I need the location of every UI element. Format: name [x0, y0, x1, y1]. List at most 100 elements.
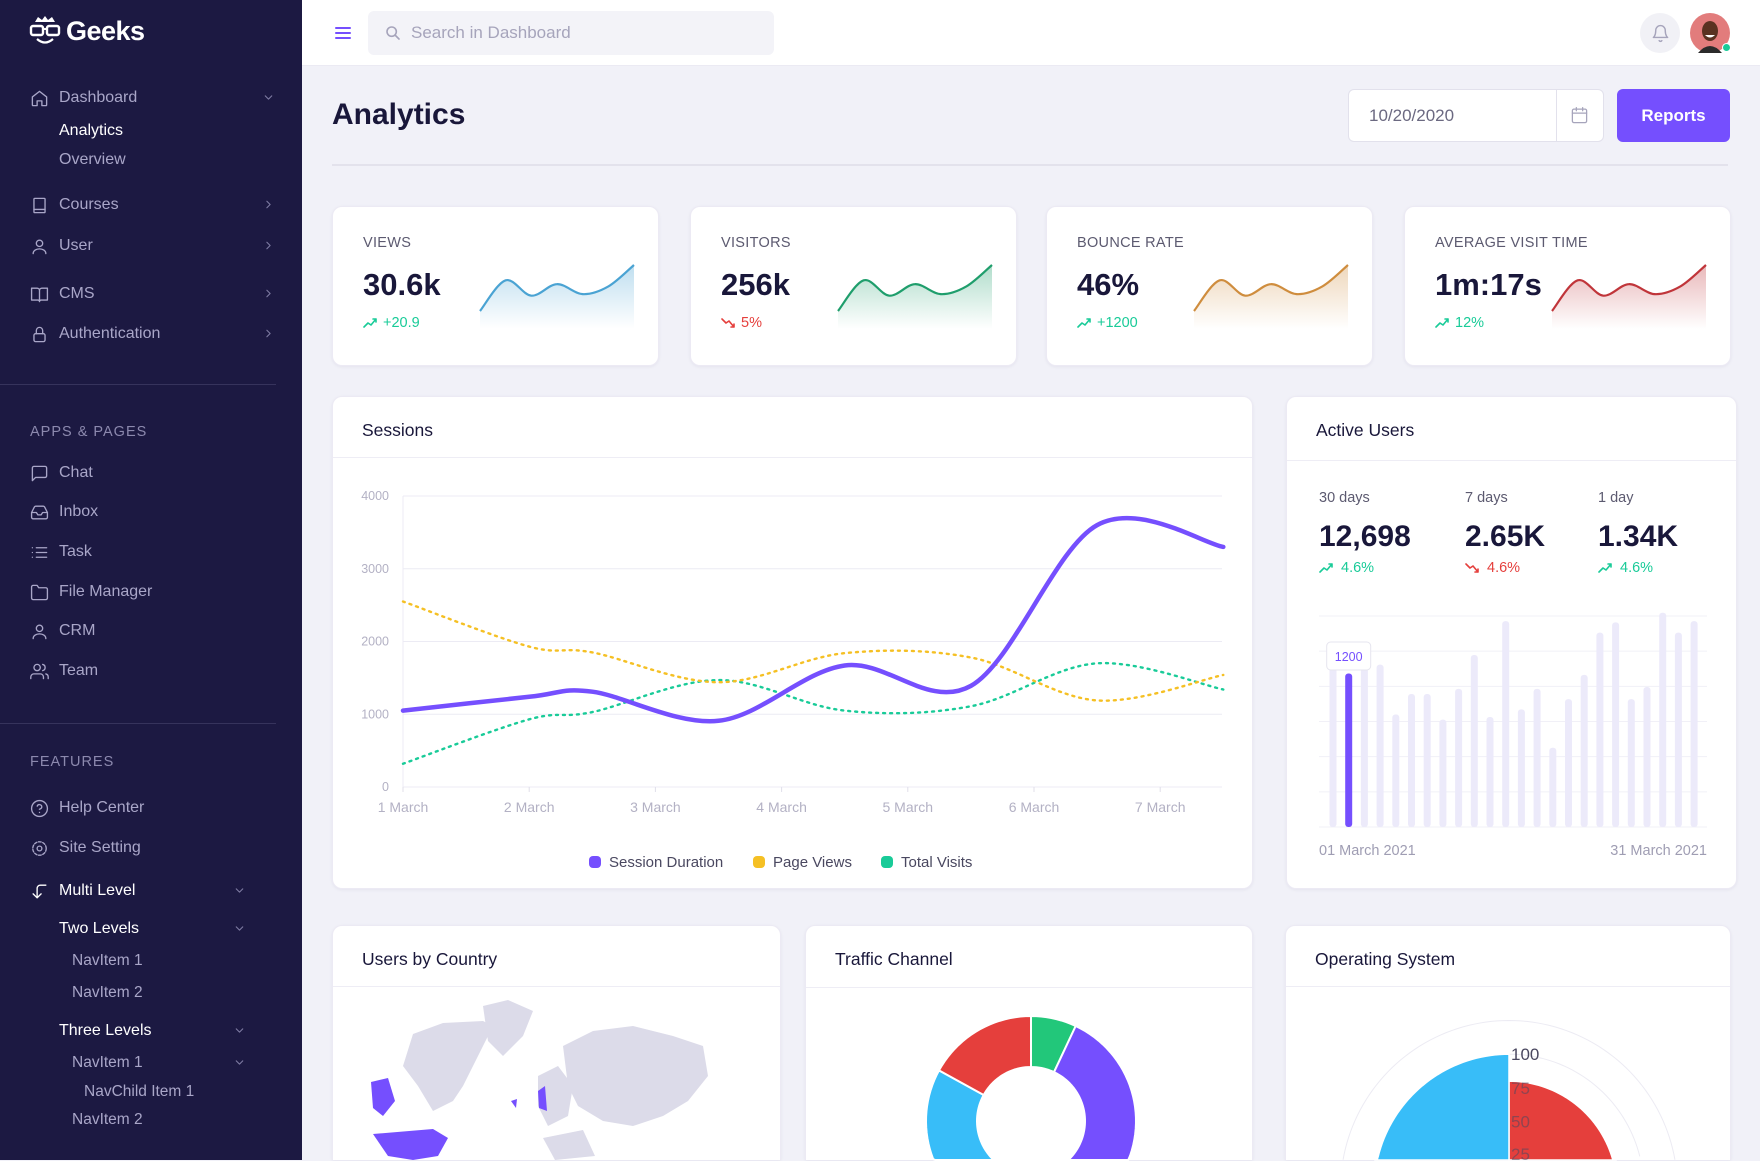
sidebar-item-analytics[interactable]: Analytics: [59, 116, 123, 146]
bar[interactable]: [1674, 632, 1682, 827]
date-input-value[interactable]: 10/20/2020: [1369, 106, 1455, 125]
chevron-right-icon[interactable]: [262, 287, 275, 300]
sidebar-section-heading: APPS & PAGES: [30, 424, 148, 440]
sidebar-item-label: Three Levels: [59, 1022, 152, 1039]
donut-slice[interactable]: [937, 1015, 1032, 1096]
sidebar-item-three-levels[interactable]: Three Levels: [59, 1016, 152, 1046]
bar[interactable]: [1580, 674, 1588, 827]
sidebar-item-team[interactable]: Team: [30, 656, 98, 686]
chevron-down-icon[interactable]: [233, 1024, 246, 1037]
sidebar-item-courses[interactable]: Courses: [30, 190, 119, 220]
bar[interactable]: [1360, 664, 1368, 827]
period-change: 4.6%: [1598, 560, 1678, 576]
chevron-down-icon[interactable]: [262, 91, 275, 104]
sidebar-item-overview[interactable]: Overview: [59, 145, 126, 175]
chevron-right-icon[interactable]: [262, 239, 275, 252]
chevron-down-icon[interactable]: [233, 1056, 246, 1069]
reports-button[interactable]: Reports: [1617, 89, 1730, 142]
menu-toggle-icon[interactable]: [334, 24, 352, 42]
bar[interactable]: [1565, 699, 1572, 827]
sparkline-area: [1194, 265, 1348, 329]
search-placeholder: Search in Dashboard: [411, 23, 571, 42]
bar[interactable]: [1376, 664, 1384, 827]
bar[interactable]: [1392, 714, 1400, 827]
sidebar-item-label: Chat: [59, 464, 93, 481]
x-tick-label: 7 March: [1135, 799, 1186, 815]
sidebar-item-label: Team: [59, 662, 99, 679]
notification-button[interactable]: [1640, 13, 1680, 53]
bar[interactable]: [1423, 694, 1431, 827]
sidebar-item-navitem-2[interactable]: NavItem 2: [72, 1105, 143, 1135]
sidebar-item-user[interactable]: User: [30, 231, 93, 261]
bar[interactable]: [1643, 686, 1651, 827]
bar[interactable]: [1659, 612, 1667, 827]
series-line-session-duration[interactable]: [400, 515, 1226, 724]
sidebar-item-navchild-item-1[interactable]: NavChild Item 1: [84, 1077, 194, 1107]
bar[interactable]: [1439, 719, 1447, 827]
sidebar-item-dashboard[interactable]: Dashboard: [30, 83, 137, 113]
brand-logo[interactable]: Geeks: [28, 14, 145, 48]
sidebar-item-two-levels[interactable]: Two Levels: [59, 914, 139, 944]
legend-label[interactable]: Page Views: [773, 854, 852, 871]
sidebar-item-navitem-2[interactable]: NavItem 2: [72, 978, 143, 1008]
date-picker[interactable]: 10/20/2020: [1348, 89, 1604, 142]
bar[interactable]: [1502, 621, 1510, 827]
world-map[interactable]: [333, 926, 782, 1161]
sidebar-item-multi-level[interactable]: Multi Level: [30, 876, 135, 906]
users-by-country-card: Users by Country: [332, 925, 781, 1160]
page-title: Analytics: [332, 98, 466, 131]
bar[interactable]: [1549, 747, 1557, 827]
sidebar-item-navitem-1[interactable]: NavItem 1: [72, 1048, 143, 1078]
series-line-page-views[interactable]: [401, 600, 1225, 702]
traffic-donut-chart[interactable]: [806, 926, 1254, 1161]
bar[interactable]: [1690, 621, 1698, 827]
y-tick-label: 0: [382, 780, 389, 794]
bar[interactable]: [1612, 622, 1620, 827]
bar[interactable]: [1533, 688, 1541, 827]
legend-label[interactable]: Total Visits: [901, 854, 972, 871]
sidebar-item-task[interactable]: Task: [30, 537, 92, 567]
sidebar-item-inbox[interactable]: Inbox: [30, 497, 98, 527]
chevron-down-icon[interactable]: [233, 922, 246, 935]
period-value: 1.34K: [1598, 520, 1679, 553]
sidebar-item-file-manager[interactable]: File Manager: [30, 577, 152, 607]
sidebar-item-navitem-1[interactable]: NavItem 1: [72, 946, 143, 976]
sidebar-item-chat[interactable]: Chat: [30, 458, 93, 488]
stat-value: 30.6k: [363, 267, 441, 302]
chevron-right-icon[interactable]: [262, 327, 275, 340]
series-line-total-visits[interactable]: [401, 661, 1225, 765]
period-change-value: 4.6%: [1620, 560, 1654, 576]
bar[interactable]: [1408, 694, 1415, 827]
bar[interactable]: [1470, 655, 1478, 827]
legend-label[interactable]: Session Duration: [609, 854, 723, 871]
bar[interactable]: [1596, 632, 1604, 827]
bar[interactable]: [1345, 673, 1353, 827]
sidebar-item-label: Analytics: [59, 122, 124, 139]
bar[interactable]: [1455, 688, 1463, 827]
bar[interactable]: [1329, 667, 1337, 827]
sidebar-item-authentication[interactable]: Authentication: [30, 319, 160, 349]
user-avatar[interactable]: [1690, 13, 1731, 53]
os-polar-chart[interactable]: 25 50 75 100: [1286, 926, 1732, 1161]
bar[interactable]: [1486, 717, 1494, 827]
chevron-down-icon[interactable]: [233, 884, 246, 897]
book-icon: [33, 197, 46, 213]
active-users-bar-chart[interactable]: 1200 01 March 2021 31 March 2021: [1287, 397, 1738, 890]
chevron-right-icon[interactable]: [262, 198, 275, 211]
traffic-channel-card: Traffic Channel: [805, 925, 1254, 1161]
sidebar-item-cms[interactable]: CMS: [30, 279, 95, 309]
calendar-icon[interactable]: [1570, 106, 1589, 125]
sidebar-item-site-setting[interactable]: Site Setting: [30, 833, 141, 863]
sidebar-item-crm[interactable]: CRM: [30, 616, 95, 646]
polar-slice[interactable]: [1374, 1053, 1510, 1161]
sidebar-item-help-center[interactable]: Help Center: [30, 793, 144, 823]
bar[interactable]: [1627, 699, 1635, 827]
user-icon: [32, 623, 47, 639]
list-icon: [31, 546, 48, 558]
card-title: Operating System: [1315, 949, 1456, 969]
sessions-line-chart[interactable]: 0 1000 2000 3000 4000 1 March 2 March 3 March 4 …: [333, 397, 1254, 890]
search-input[interactable]: Search in Dashboard: [368, 11, 774, 55]
sparkline-line: [1551, 264, 1707, 312]
bar[interactable]: [1517, 709, 1525, 827]
x-tick-label: 5 March: [883, 799, 934, 815]
